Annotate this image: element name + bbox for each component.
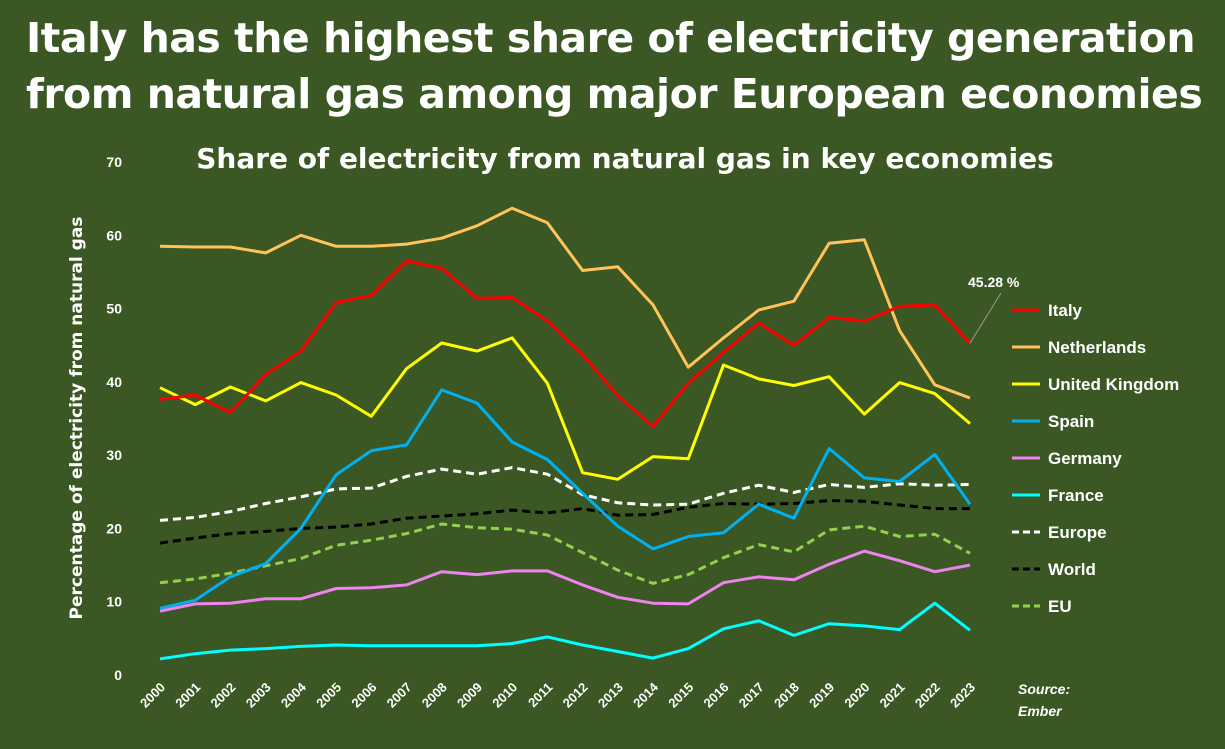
x-tick-label: 2014: [630, 679, 662, 711]
chart-title: Share of electricity from natural gas in…: [196, 142, 1054, 175]
series-line-germany: [159, 549, 971, 613]
series-line-united-kingdom: [159, 336, 971, 481]
x-tick-label: 2012: [560, 680, 591, 711]
x-tick-label: 2018: [771, 680, 802, 711]
x-tick-label: 2010: [489, 680, 520, 711]
source-note: Source: Ember: [1018, 678, 1070, 722]
y-tick-label: 70: [106, 154, 122, 170]
y-tick-label: 40: [106, 374, 122, 390]
x-tick-label: 2001: [172, 680, 203, 711]
legend-label: EU: [1048, 597, 1072, 616]
y-tick-label: 60: [106, 227, 122, 243]
x-tick-label: 2008: [419, 680, 450, 711]
legend-label: United Kingdom: [1048, 375, 1179, 394]
x-tick-label: 2015: [665, 680, 696, 711]
x-tick-label: 2019: [806, 680, 837, 711]
x-tick-label: 2005: [313, 680, 344, 711]
x-tick-label: 2011: [525, 680, 556, 711]
y-axis-label: Percentage of electricity from natural g…: [67, 217, 87, 620]
x-tick-label: 2007: [384, 680, 415, 711]
series-line-france: [159, 601, 971, 661]
annotation-label: 45.28 %: [968, 274, 1020, 290]
y-tick-label: 30: [106, 447, 122, 463]
legend-label: Netherlands: [1048, 338, 1146, 357]
legend-label: World: [1048, 560, 1096, 579]
legend-label: Spain: [1048, 412, 1094, 431]
x-tick-label: 2020: [841, 680, 872, 711]
x-tick-label: 2022: [912, 680, 943, 711]
legend-label: Germany: [1048, 449, 1122, 468]
series-line-italy: [159, 259, 972, 429]
legend-label: Italy: [1048, 301, 1083, 320]
series-line-spain: [159, 388, 972, 610]
series-line-netherlands: [159, 206, 971, 400]
x-tick-label: 2013: [595, 680, 626, 711]
series-line-world: [159, 499, 970, 545]
annotation-leader: [969, 292, 1002, 344]
x-tick-label: 2003: [243, 680, 274, 711]
legend-label: France: [1048, 486, 1104, 505]
y-tick-label: 20: [106, 520, 122, 536]
source-value: Ember: [1018, 703, 1062, 719]
series-line-europe: [159, 466, 971, 522]
x-tick-label: 2017: [736, 680, 767, 711]
legend-label: Europe: [1048, 523, 1107, 542]
y-tick-label: 50: [106, 301, 122, 317]
x-tick-label: 2004: [278, 679, 310, 711]
x-tick-label: 2006: [348, 680, 379, 711]
x-tick-label: 2009: [454, 680, 485, 711]
y-tick-label: 10: [106, 594, 122, 610]
source-label: Source:: [1018, 681, 1071, 697]
x-tick-label: 2021: [877, 680, 908, 711]
series-line-eu: [159, 522, 971, 585]
x-tick-label: 2016: [701, 680, 732, 711]
x-tick-label: 2023: [947, 680, 978, 711]
x-tick-label: 2000: [137, 680, 168, 711]
headline: Italy has the highest share of electrici…: [26, 14, 1203, 118]
x-tick-label: 2002: [207, 680, 238, 711]
y-tick-label: 0: [114, 667, 122, 683]
